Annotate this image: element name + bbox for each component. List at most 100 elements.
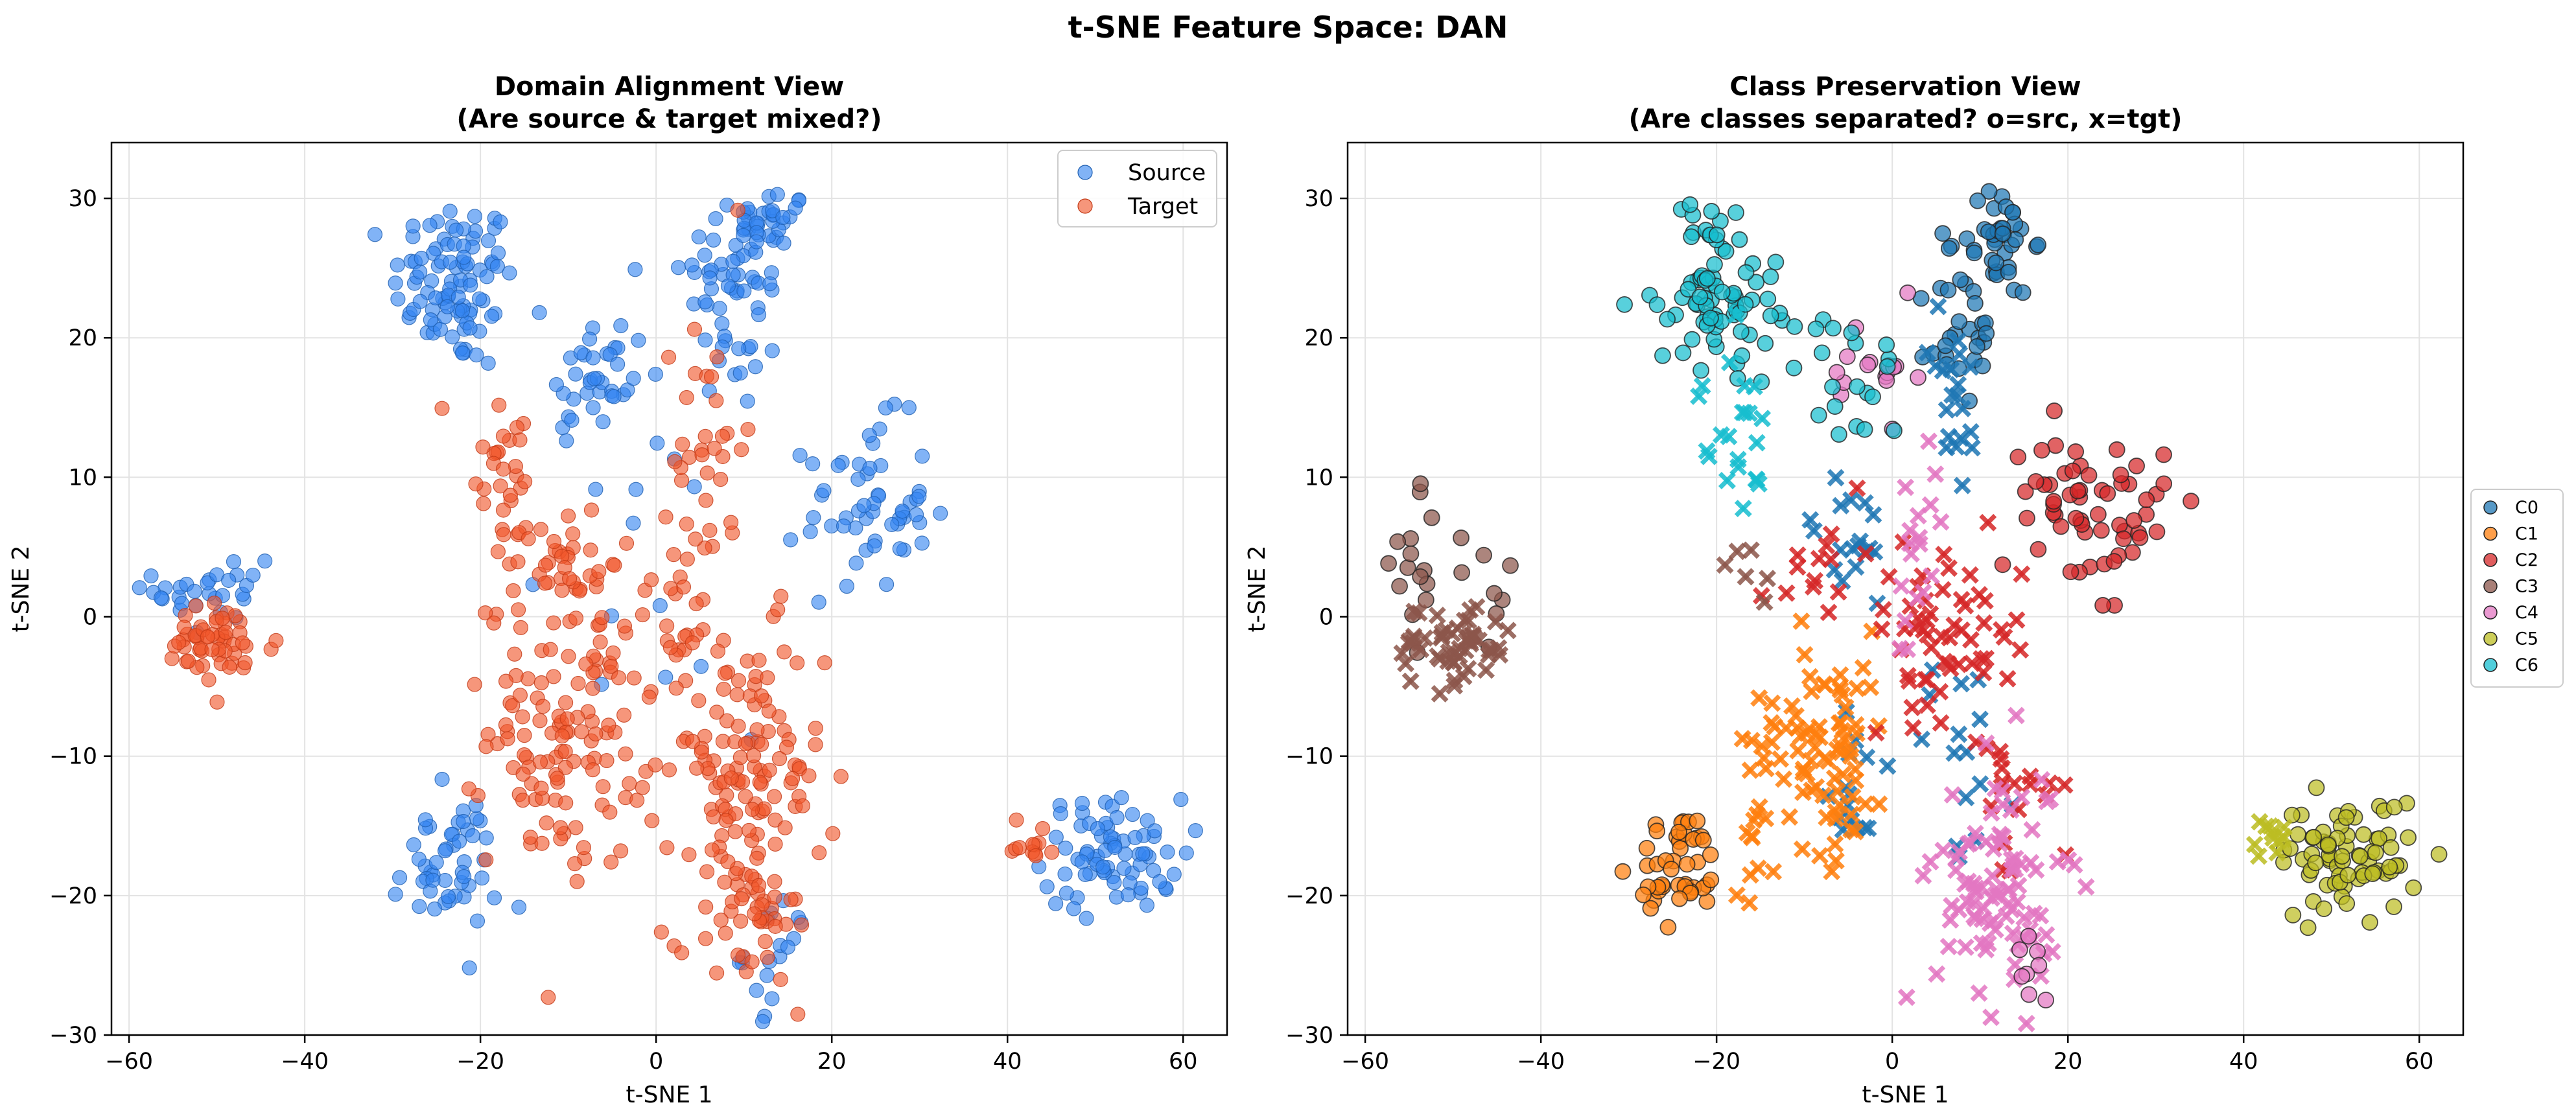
- point-source: [1140, 813, 1155, 828]
- point-target: [515, 709, 530, 725]
- point-target: [1035, 821, 1051, 837]
- point-c0: [1980, 183, 1998, 200]
- point-c2-target: [1904, 719, 1922, 737]
- point-target: [546, 669, 561, 684]
- point-c5: [2319, 836, 2337, 854]
- point-source: [783, 532, 799, 548]
- point-c1-target: [1862, 679, 1880, 696]
- point-target: [478, 852, 494, 868]
- point-source: [405, 218, 421, 234]
- point-c4-target: [1961, 834, 1979, 852]
- point-source: [628, 482, 644, 497]
- point-source: [442, 204, 458, 219]
- point-c1-target: [1775, 770, 1793, 788]
- point-source: [1048, 896, 1064, 911]
- point-c2: [2125, 512, 2143, 529]
- point-source: [451, 289, 466, 305]
- point-c6: [1813, 344, 1831, 362]
- point-target: [559, 711, 575, 727]
- point-target: [793, 917, 810, 933]
- point-source: [502, 265, 517, 281]
- point-c0-target: [1837, 703, 1855, 721]
- point-target: [708, 965, 725, 981]
- point-target: [694, 744, 709, 760]
- panel-title-line: (Are source & target mixed?): [456, 104, 882, 134]
- point-target: [812, 845, 827, 861]
- class-preservation-panel: −60 −40 −20 0 20 40 60 −30 −20 −10 0 10 20 30 t-SNE 1 t…: [1244, 72, 2564, 1108]
- point-source: [484, 309, 500, 324]
- point-c4-target: [1992, 828, 2010, 846]
- point-c2-target: [1993, 759, 2011, 777]
- point-c5: [2338, 895, 2356, 913]
- point-source: [432, 321, 449, 337]
- point-source: [463, 277, 478, 293]
- point-c0-target: [1827, 469, 1845, 487]
- point-source: [1066, 901, 1082, 916]
- point-c2-target: [1810, 550, 1828, 568]
- x-tick-label: 20: [2054, 1049, 2083, 1075]
- point-target: [666, 547, 681, 563]
- point-source: [780, 939, 796, 955]
- x-tick-label: 40: [993, 1049, 1022, 1075]
- point-c2: [2009, 448, 2027, 466]
- point-c1-target: [1764, 863, 1783, 881]
- point-c0-target: [1949, 376, 1967, 393]
- point-c0-target: [1842, 491, 1860, 509]
- point-source: [422, 218, 438, 233]
- point-c3: [1423, 509, 1440, 526]
- point-target: [833, 769, 849, 784]
- point-c4-target: [1897, 988, 1915, 1007]
- point-c3-target: [1459, 612, 1477, 629]
- point-c2: [2155, 446, 2172, 463]
- point-target: [565, 526, 581, 542]
- point-c3-target: [1755, 593, 1774, 611]
- point-c4: [2029, 943, 2046, 961]
- point-c1-target: [1749, 859, 1767, 878]
- point-target: [699, 864, 715, 879]
- point-target: [486, 615, 502, 631]
- point-c4: [1828, 364, 1845, 381]
- x-tick-label: −20: [456, 1049, 504, 1075]
- point-target: [583, 502, 600, 518]
- point-target: [594, 610, 610, 625]
- point-target: [569, 874, 585, 889]
- point-c5: [2289, 826, 2306, 843]
- point-c5: [2381, 858, 2398, 876]
- point-target: [757, 934, 773, 949]
- point-target: [557, 743, 573, 760]
- point-source: [878, 577, 895, 592]
- point-target: [618, 746, 633, 762]
- point-source: [691, 229, 707, 245]
- point-c3-target: [1431, 684, 1449, 703]
- point-c6: [1879, 358, 1896, 375]
- point-target: [752, 774, 767, 790]
- point-c2-target: [1978, 740, 1996, 758]
- point-c1: [1663, 861, 1680, 878]
- point-c3-target: [1468, 598, 1486, 616]
- point-c4-target: [2004, 924, 2022, 942]
- point-c6-target: [1750, 475, 1768, 493]
- point-target: [535, 699, 551, 714]
- point-target: [795, 798, 810, 813]
- point-target: [773, 588, 789, 604]
- point-c4-target: [1911, 535, 1928, 553]
- point-c6-target: [1729, 450, 1747, 469]
- point-source: [469, 347, 484, 363]
- point-source: [849, 555, 864, 571]
- point-c2-target: [2011, 641, 2030, 659]
- point-target: [777, 820, 793, 835]
- point-source: [892, 541, 907, 557]
- point-c4-target: [2032, 907, 2050, 925]
- x-tick-label: 20: [817, 1049, 847, 1075]
- point-c1-target: [1766, 717, 1784, 736]
- point-target: [513, 620, 529, 636]
- point-source: [585, 350, 601, 366]
- point-target: [738, 789, 753, 804]
- point-source: [725, 253, 741, 269]
- point-source: [462, 960, 477, 976]
- x-tick-label: 0: [1885, 1049, 1899, 1075]
- point-target: [734, 442, 749, 458]
- point-source: [465, 828, 480, 844]
- x-tick-label: −60: [1341, 1049, 1389, 1075]
- point-target: [675, 579, 692, 595]
